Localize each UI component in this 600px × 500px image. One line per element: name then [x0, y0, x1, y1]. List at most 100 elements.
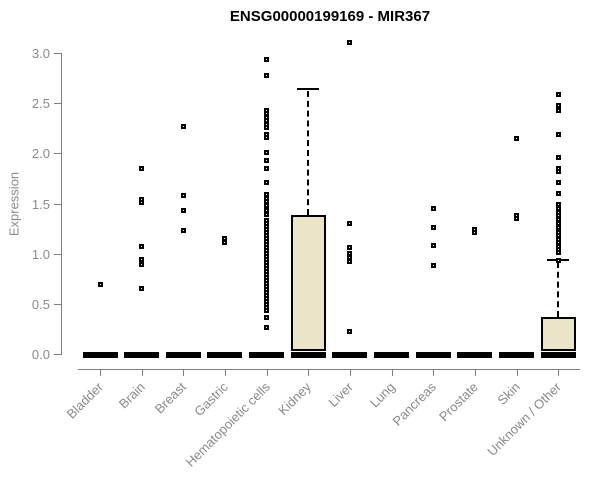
outlier-point	[264, 211, 270, 217]
x-tick-mark	[558, 370, 560, 376]
outlier-point	[555, 169, 561, 175]
outlier-point	[430, 262, 436, 268]
chart-title: ENSG00000199169 - MIR367	[229, 8, 431, 25]
outlier-point	[264, 314, 270, 320]
outlier-point	[347, 39, 353, 45]
x-axis-line	[78, 369, 580, 370]
x-tick-mark	[474, 370, 476, 376]
outlier-point	[139, 243, 145, 249]
outlier-point	[555, 191, 561, 197]
x-tick-mark	[308, 370, 310, 376]
median-bar	[124, 351, 160, 358]
outlier-point	[264, 202, 270, 208]
outlier-point	[514, 215, 520, 221]
outlier-point	[264, 73, 270, 79]
median-bar	[332, 351, 368, 358]
outlier-point	[139, 200, 145, 206]
outlier-point	[264, 135, 270, 141]
median-bar	[457, 351, 493, 358]
y-tick-label: 2.5	[31, 96, 50, 112]
outlier-point	[555, 132, 561, 138]
median-bar	[499, 351, 535, 358]
outlier-point	[264, 150, 270, 156]
x-tick-mark	[100, 370, 101, 376]
outlier-point	[555, 155, 561, 161]
x-tick-mark	[349, 370, 351, 376]
x-tick-mark	[183, 370, 185, 376]
outlier-point	[430, 224, 436, 230]
y-tick-mark	[54, 103, 61, 105]
outlier-point	[347, 220, 353, 226]
y-tick-label: 0.0	[31, 347, 50, 362]
box	[290, 215, 326, 352]
y-tick-label: 1.0	[31, 246, 50, 262]
outlier-point	[264, 125, 270, 131]
outlier-point	[97, 281, 103, 287]
outlier-point	[180, 193, 186, 199]
outlier-point	[180, 207, 186, 213]
outlier-point	[139, 261, 145, 267]
outlier-point	[264, 111, 270, 117]
outlier-point	[555, 216, 561, 222]
outlier-point	[139, 285, 145, 291]
x-tick-mark	[224, 370, 226, 376]
outlier-point	[555, 257, 561, 263]
median-bar	[165, 351, 201, 358]
median-bar	[290, 351, 326, 358]
y-axis-line	[61, 53, 62, 355]
median-bar	[207, 351, 243, 358]
y-tick-mark	[54, 153, 61, 155]
whisker-line	[557, 262, 560, 318]
x-tick-mark	[516, 370, 518, 376]
outlier-point	[347, 254, 353, 260]
outlier-point	[555, 224, 561, 230]
y-tick-mark	[54, 203, 61, 205]
outlier-point	[347, 258, 353, 264]
whisker-cap	[297, 87, 320, 90]
y-tick-label: 2.0	[31, 146, 50, 162]
median-bar	[415, 351, 451, 358]
outlier-point	[264, 57, 270, 63]
outlier-point	[264, 180, 270, 186]
y-tick-mark	[54, 354, 61, 355]
outlier-point	[264, 166, 270, 172]
whisker-line	[307, 90, 310, 216]
outlier-point	[555, 108, 561, 114]
median-bar	[540, 351, 576, 358]
outlier-point	[222, 235, 228, 241]
median-bar	[374, 351, 410, 358]
outlier-point	[430, 205, 436, 211]
y-tick-mark	[54, 303, 61, 305]
outlier-point	[430, 242, 436, 248]
x-tick-mark	[391, 370, 393, 376]
x-tick-mark	[433, 370, 435, 376]
outlier-point	[555, 103, 561, 109]
outlier-point	[347, 250, 353, 256]
y-tick-label: 3.0	[31, 46, 50, 61]
outlier-point	[139, 166, 145, 172]
outlier-point	[555, 92, 561, 98]
x-tick-mark	[141, 370, 143, 376]
outlier-point	[555, 249, 561, 255]
outlier-point	[514, 136, 520, 142]
outlier-point	[180, 124, 186, 130]
outlier-point	[555, 212, 561, 218]
y-tick-label: 0.5	[31, 296, 50, 312]
outlier-point	[264, 324, 270, 330]
median-bar	[82, 351, 118, 358]
outlier-point	[264, 307, 270, 313]
median-bar	[249, 351, 285, 358]
outlier-point	[347, 328, 353, 334]
outlier-point	[180, 227, 186, 233]
y-tick-label: 1.5	[31, 196, 50, 212]
outlier-point	[264, 158, 270, 164]
outlier-point	[472, 229, 478, 235]
outlier-point	[555, 180, 561, 186]
outlier-point	[264, 207, 270, 213]
box	[540, 317, 576, 352]
outlier-point	[139, 256, 145, 262]
outlier-point	[264, 118, 270, 124]
outlier-point	[555, 232, 561, 238]
outlier-point	[347, 244, 353, 250]
